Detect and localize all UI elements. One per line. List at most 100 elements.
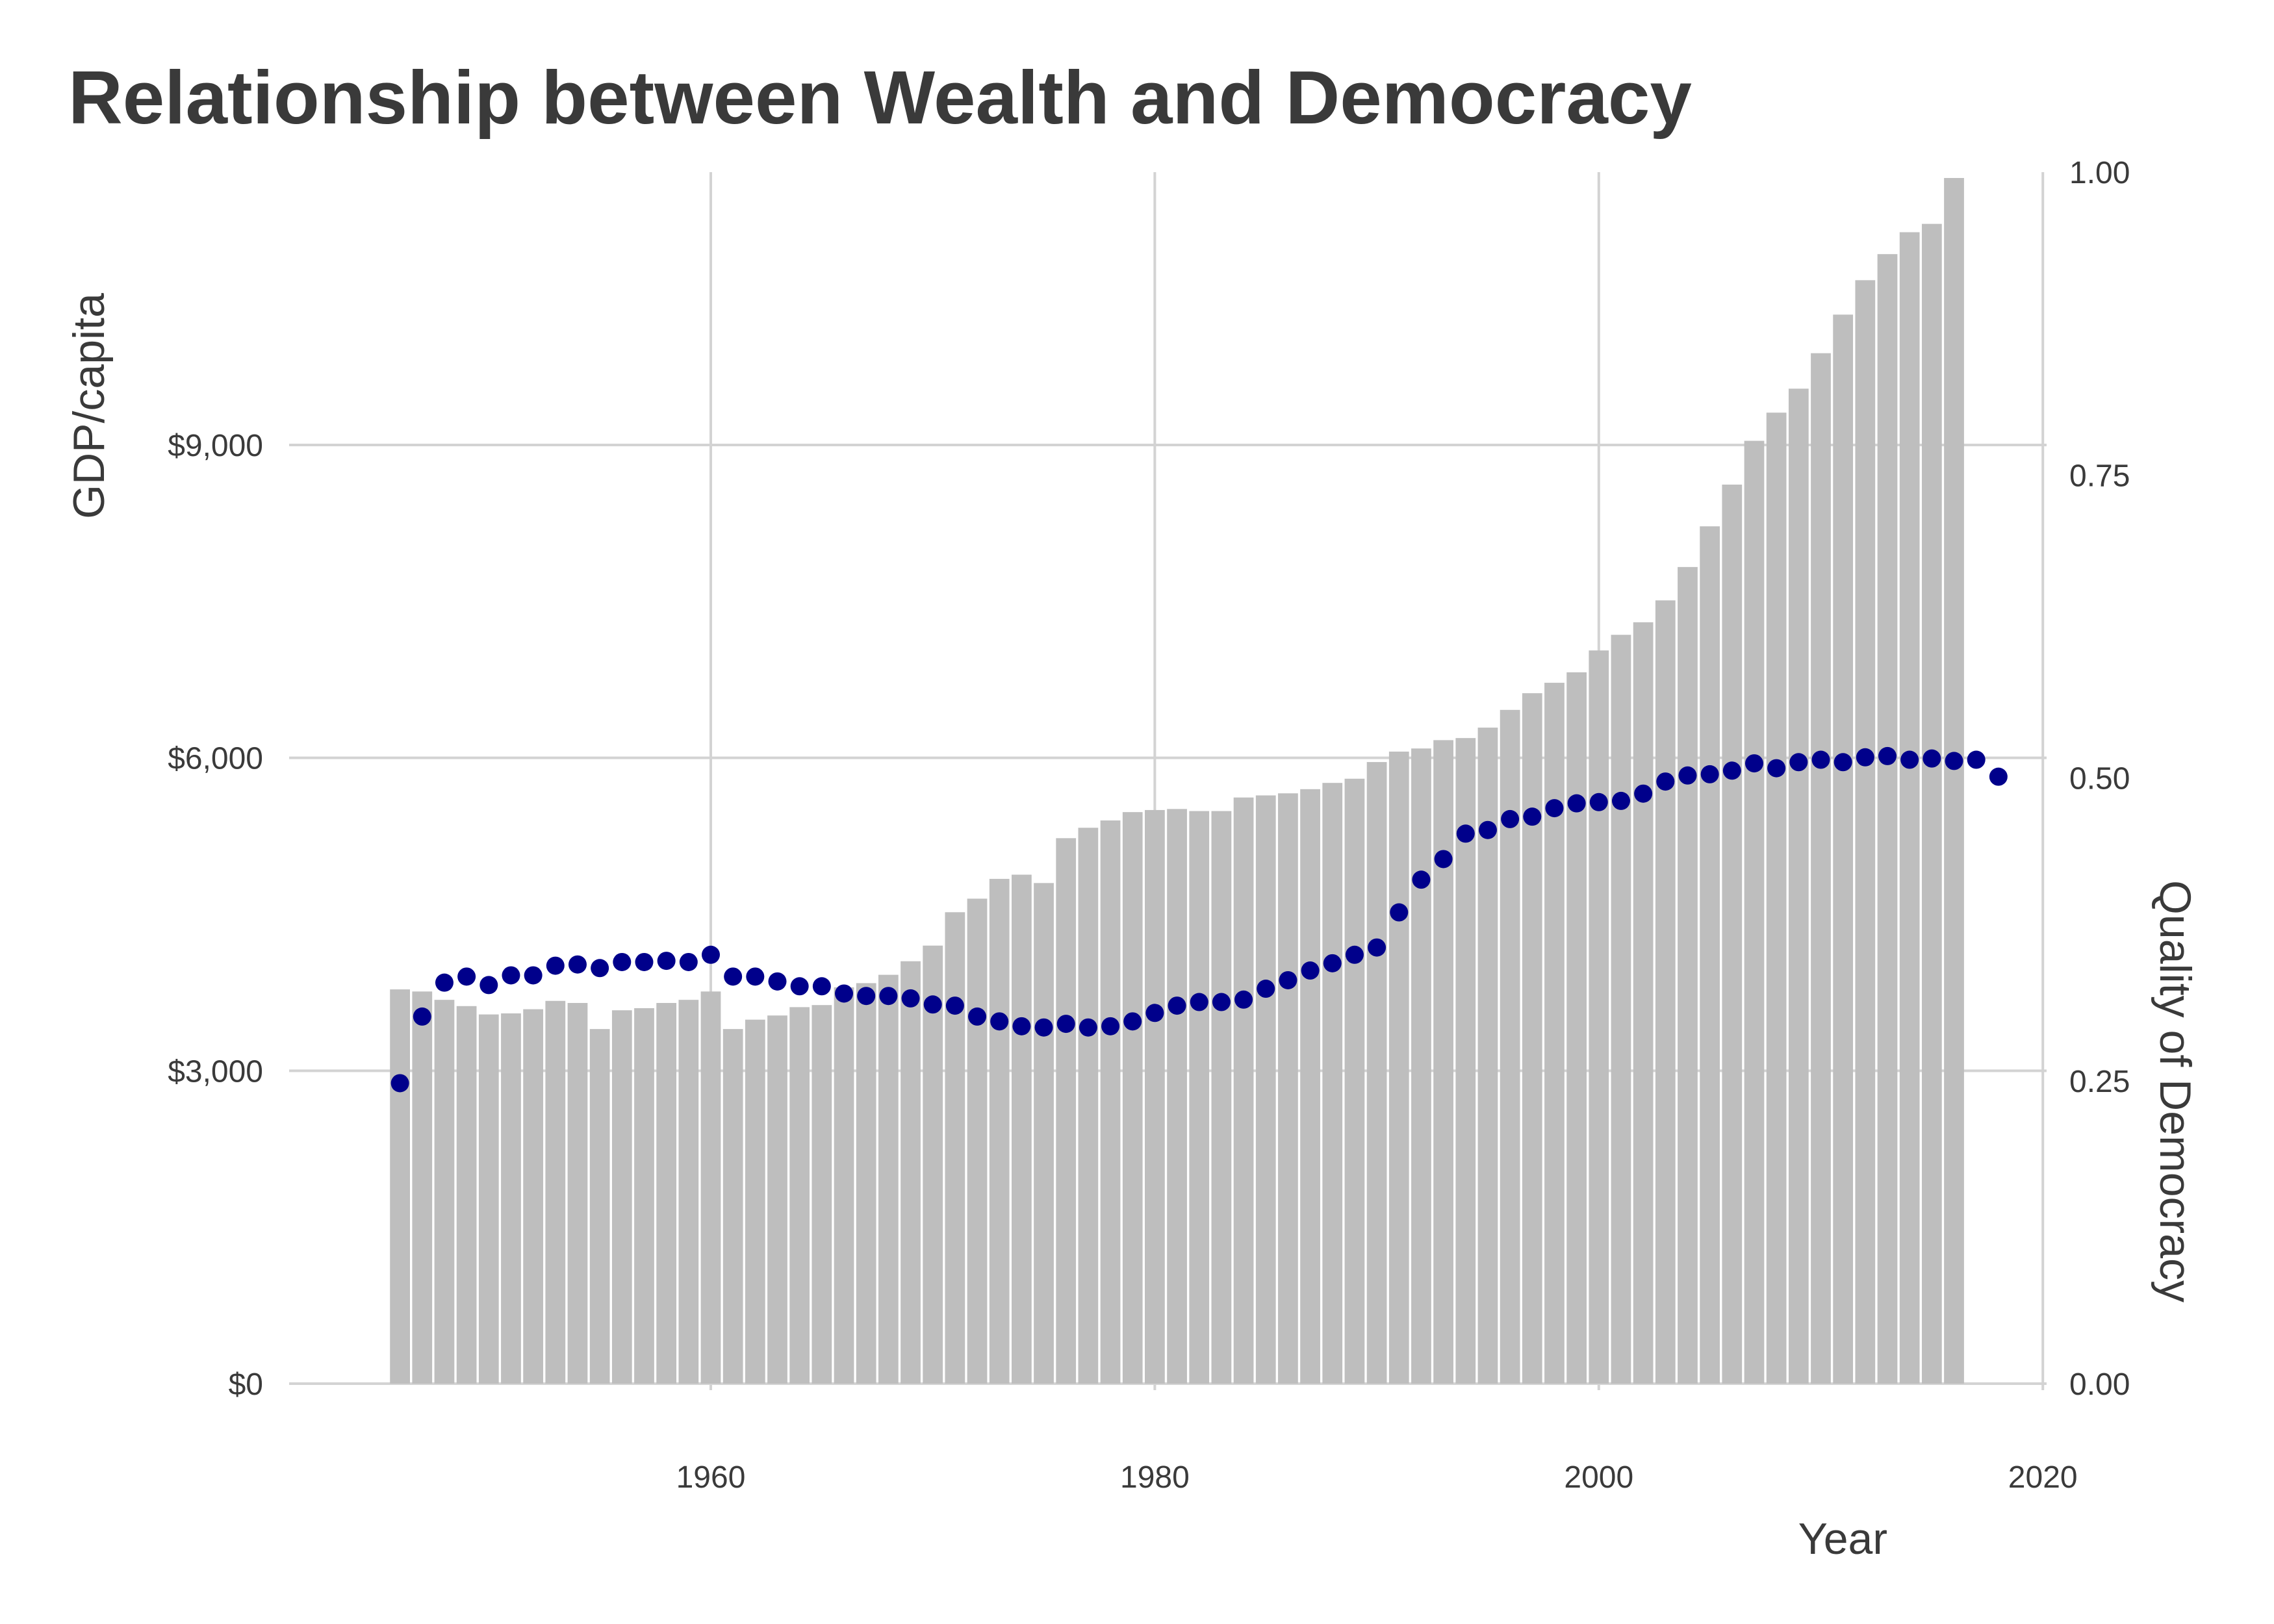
democracy-point	[1856, 748, 1874, 767]
x-tick-label: 2000	[1564, 1460, 1633, 1495]
democracy-point	[1056, 1015, 1075, 1034]
democracy-point	[1123, 1012, 1142, 1031]
democracy-point	[1501, 809, 1520, 828]
democracy-point	[1145, 1004, 1164, 1022]
democracy-point	[1833, 753, 1852, 772]
gdp-bar	[1300, 789, 1320, 1384]
gdp-bar	[1833, 314, 1854, 1384]
tick-labels: 1960 1980 2000 2020 $0 $3,000 $6,000 $9,000 0.00…	[168, 156, 2130, 1495]
democracy-point	[1434, 850, 1453, 869]
gdp-bar	[878, 974, 899, 1384]
gdp-bar	[1034, 883, 1054, 1384]
gdp-bar	[1744, 440, 1765, 1384]
gdp-bar	[523, 1009, 544, 1384]
democracy-point	[1301, 961, 1320, 980]
gdp-bar	[1655, 600, 1676, 1384]
gdp-bar	[1611, 635, 1631, 1384]
democracy-point	[457, 967, 476, 986]
gdp-bar	[1322, 783, 1343, 1384]
democracy-point	[746, 967, 765, 986]
democracy-point	[1212, 993, 1231, 1011]
gdp-bar	[901, 961, 921, 1384]
gdp-bar	[412, 991, 433, 1384]
democracy-point	[1700, 765, 1719, 783]
gdp-bar	[1944, 177, 1964, 1384]
democracy-point	[1234, 990, 1253, 1009]
bar-series	[390, 177, 1964, 1384]
gdp-bar	[1522, 693, 1542, 1384]
gdp-bar	[478, 1014, 499, 1384]
democracy-point	[390, 1074, 409, 1093]
democracy-point	[1634, 784, 1653, 803]
gdp-bar	[501, 1013, 521, 1384]
gdp-bar	[1700, 526, 1720, 1384]
gdp-bar	[1899, 232, 1920, 1384]
democracy-point	[1478, 820, 1497, 839]
gdp-bar	[589, 1029, 610, 1384]
democracy-point	[568, 955, 587, 974]
gdp-bar	[967, 898, 988, 1384]
democracy-point	[1589, 793, 1608, 811]
gdp-bar	[1722, 485, 1743, 1384]
democracy-point	[901, 989, 920, 1008]
gdp-bar	[789, 1007, 810, 1384]
democracy-point	[635, 952, 654, 971]
gdp-bar	[1855, 280, 1876, 1384]
democracy-point	[702, 945, 720, 964]
gdp-bar	[1921, 223, 1942, 1384]
gdp-bar	[834, 987, 854, 1384]
democracy-point	[990, 1012, 1009, 1031]
democracy-point	[968, 1007, 987, 1026]
gdp-bar	[856, 983, 876, 1384]
gdp-bar	[434, 1000, 455, 1384]
gdp-bar	[1877, 254, 1898, 1384]
gdp-bar	[1788, 388, 1809, 1384]
y2-tick-label: 1.00	[2069, 156, 2130, 190]
gdp-bar	[1411, 748, 1431, 1384]
democracy-point	[1012, 1017, 1031, 1035]
y2-tick-label: 0.00	[2069, 1367, 2130, 1402]
x-axis-title: Year	[1798, 1514, 1887, 1564]
x-tick-label: 1980	[1120, 1460, 1190, 1495]
democracy-point	[413, 1007, 431, 1026]
x-tick-label: 1960	[676, 1460, 746, 1495]
gdp-bar	[989, 878, 1010, 1384]
y-tick-label: $3,000	[168, 1054, 263, 1089]
gdp-bar	[1278, 793, 1298, 1384]
gdp-bar	[945, 912, 965, 1384]
democracy-point	[1345, 945, 1364, 964]
democracy-point	[1456, 824, 1475, 843]
democracy-point	[479, 976, 498, 995]
democracy-point	[1034, 1018, 1053, 1037]
gdp-bar	[1566, 672, 1587, 1384]
gdp-bar	[1255, 795, 1276, 1384]
democracy-point	[1168, 996, 1186, 1015]
democracy-points	[390, 746, 2008, 1093]
y-axis-title: GDP/capita	[64, 293, 114, 519]
gdp-bar	[567, 1002, 588, 1384]
democracy-point	[1789, 753, 1808, 772]
gdp-bar	[1678, 566, 1698, 1384]
democracy-point	[679, 952, 698, 971]
democracy-point	[1412, 870, 1431, 889]
democracy-point	[1945, 752, 1963, 770]
democracy-point	[1523, 807, 1542, 826]
democracy-point	[790, 977, 809, 996]
democracy-point	[1767, 759, 1786, 778]
democracy-point	[1611, 791, 1630, 810]
gdp-bar	[767, 1015, 787, 1384]
democracy-point	[1656, 772, 1675, 791]
democracy-point	[1567, 794, 1586, 813]
gdp-bar	[1366, 762, 1387, 1384]
gdp-bar	[390, 989, 410, 1384]
gdp-bar	[1433, 740, 1453, 1384]
gdp-bar	[634, 1008, 654, 1384]
gdp-bar	[1589, 650, 1609, 1384]
gdp-bar	[923, 945, 943, 1384]
democracy-point	[812, 977, 831, 996]
gdp-bar	[1388, 752, 1409, 1384]
y2-tick-label: 0.75	[2069, 459, 2130, 493]
democracy-point	[524, 966, 543, 985]
gdp-bar	[678, 1000, 699, 1384]
